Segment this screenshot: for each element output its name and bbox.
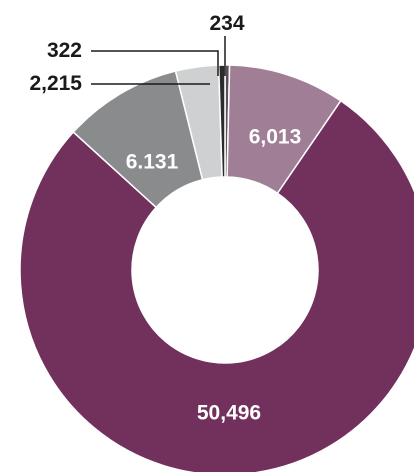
data-label-0: 234 — [209, 12, 244, 35]
leader-lines — [91, 36, 226, 85]
data-label-4: 2,215 — [29, 72, 82, 95]
data-label-5: 322 — [47, 39, 82, 62]
data-labels: 234 6,013 50,496 6.131 2,215 322 — [29, 12, 301, 425]
leader-line-5 — [91, 50, 219, 76]
donut-slice-5 — [217, 64, 226, 178]
donut-slices — [19, 64, 414, 472]
data-label-1: 6,013 — [249, 126, 302, 149]
donut-slice-2 — [19, 99, 414, 472]
data-label-2: 50,496 — [197, 402, 261, 425]
data-label-3: 6.131 — [126, 151, 179, 174]
